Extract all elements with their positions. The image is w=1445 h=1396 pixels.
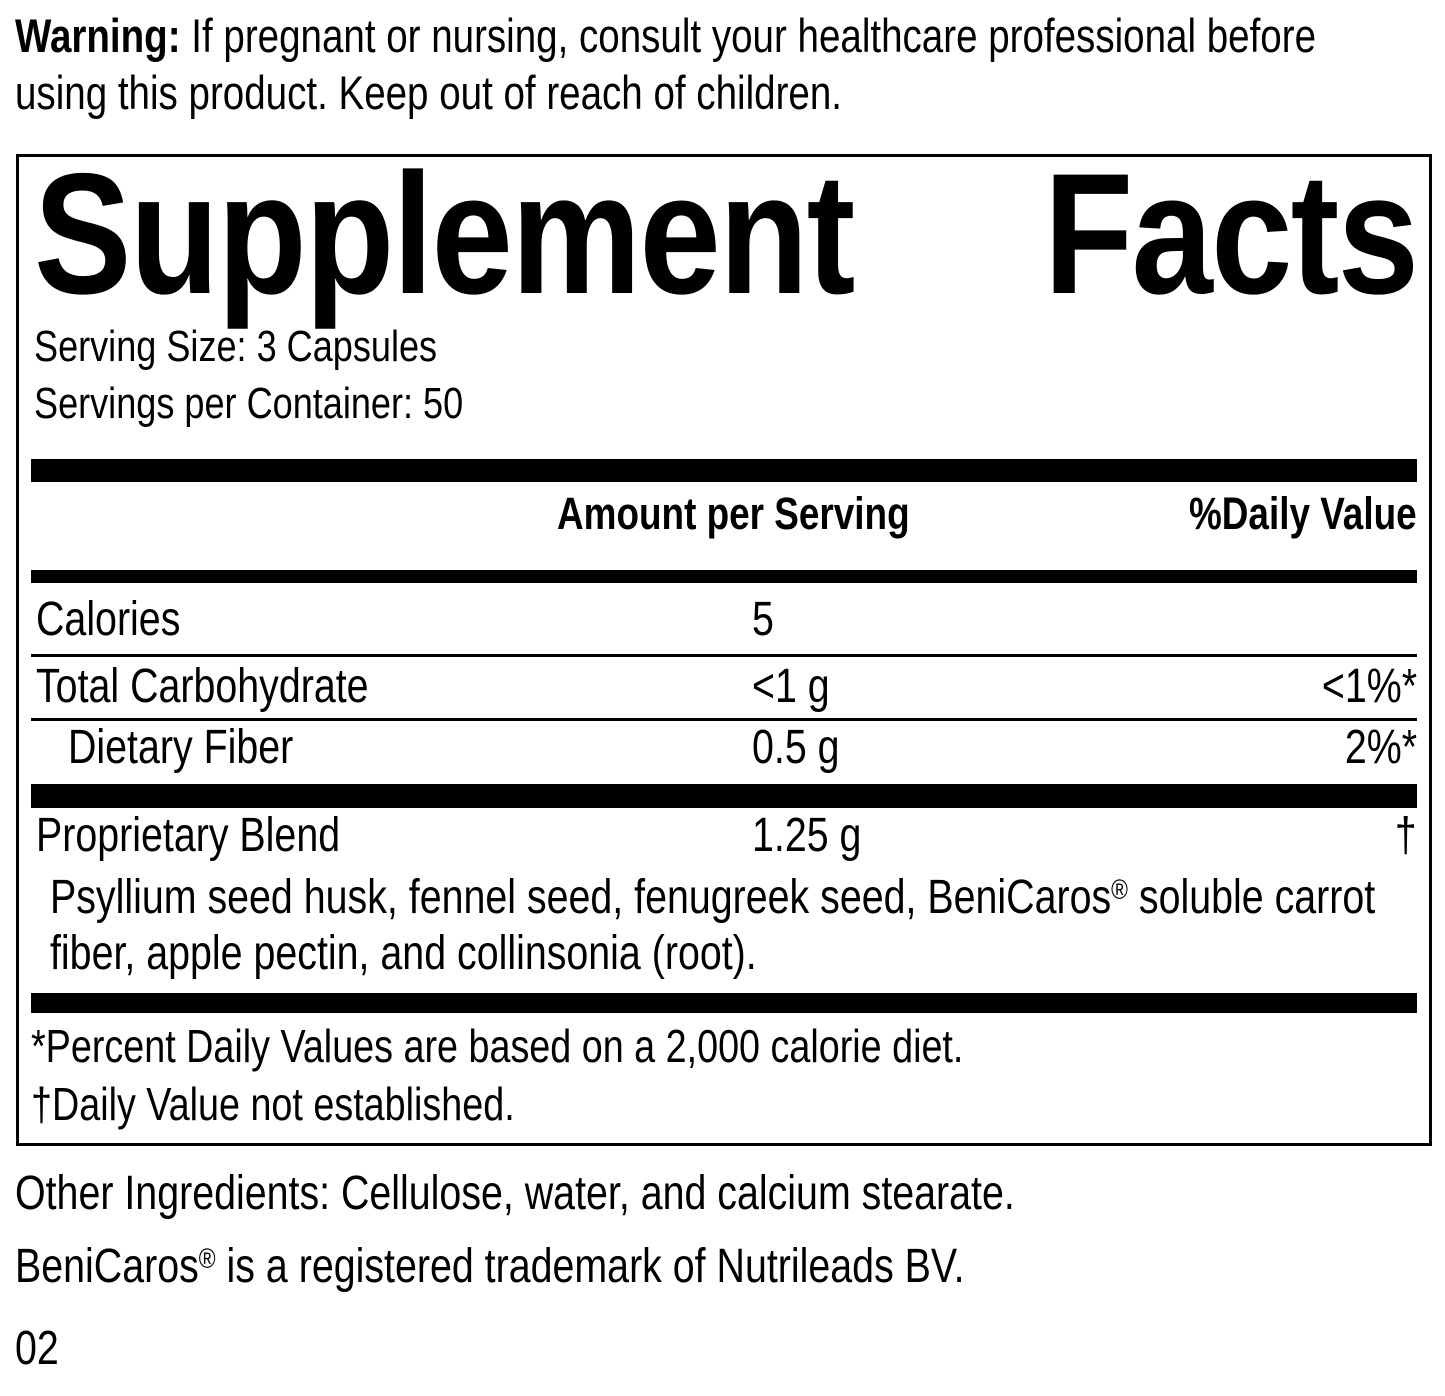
serving-size: Serving Size: 3 Capsules (34, 322, 438, 371)
registered-mark: ® (1111, 874, 1128, 906)
other-ingredients: Other Ingredients: Cellulose, water, and… (15, 1167, 1015, 1220)
blend-description-line-1: Psyllium seed husk, fennel seed, fenugre… (50, 871, 1376, 924)
column-header-daily-value: %Daily Value (1189, 488, 1417, 539)
row-name-total-carbohydrate: Total Carbohydrate (36, 660, 369, 713)
warning-label: Warning: (15, 9, 181, 62)
warning-line-1: Warning: If pregnant or nursing, consult… (15, 12, 1445, 59)
divider-bar-thick-bottom (31, 993, 1417, 1013)
row-dv-dietary-fiber: 2%* (1344, 721, 1417, 774)
divider-hairline-1 (31, 654, 1417, 657)
page-code: 02 (15, 1322, 59, 1375)
footnote-dv-not-established: †Daily Value not established. (31, 1078, 515, 1130)
panel-title-word-facts: Facts (1043, 138, 1419, 330)
row-name-dietary-fiber: Dietary Fiber (68, 721, 294, 774)
row-amount-dietary-fiber: 0.5 g (752, 721, 840, 774)
divider-bar-thick-top (31, 459, 1417, 482)
trademark-note: BeniCaros® is a registered trademark of … (15, 1240, 965, 1293)
row-amount-proprietary-blend: 1.25 g (752, 809, 862, 862)
divider-hairline-2 (31, 718, 1417, 721)
servings-per-container: Servings per Container: 50 (34, 379, 464, 428)
row-dv-total-carbohydrate: <1%* (1321, 660, 1417, 713)
divider-bar-medium-header (31, 570, 1417, 583)
row-amount-total-carbohydrate: <1 g (752, 660, 830, 713)
row-name-proprietary-blend: Proprietary Blend (36, 809, 341, 862)
divider-bar-thick-middle (31, 784, 1417, 808)
warning-text-1: If pregnant or nursing, consult your hea… (180, 9, 1317, 62)
panel-title-word-supplement: Supplement (34, 138, 855, 330)
row-amount-calories: 5 (752, 593, 774, 646)
facts-box-border (16, 154, 1432, 1146)
row-dv-proprietary-blend: † (1395, 809, 1417, 862)
registered-mark: ® (198, 1243, 216, 1275)
column-header-amount: Amount per Serving (557, 488, 910, 539)
row-name-calories: Calories (36, 593, 181, 646)
warning-line-2: using this product. Keep out of reach of… (15, 66, 842, 119)
blend-description-line-2: fiber, apple pectin, and collinsonia (ro… (50, 927, 757, 980)
footnote-daily-values: *Percent Daily Values are based on a 2,0… (31, 1020, 964, 1072)
